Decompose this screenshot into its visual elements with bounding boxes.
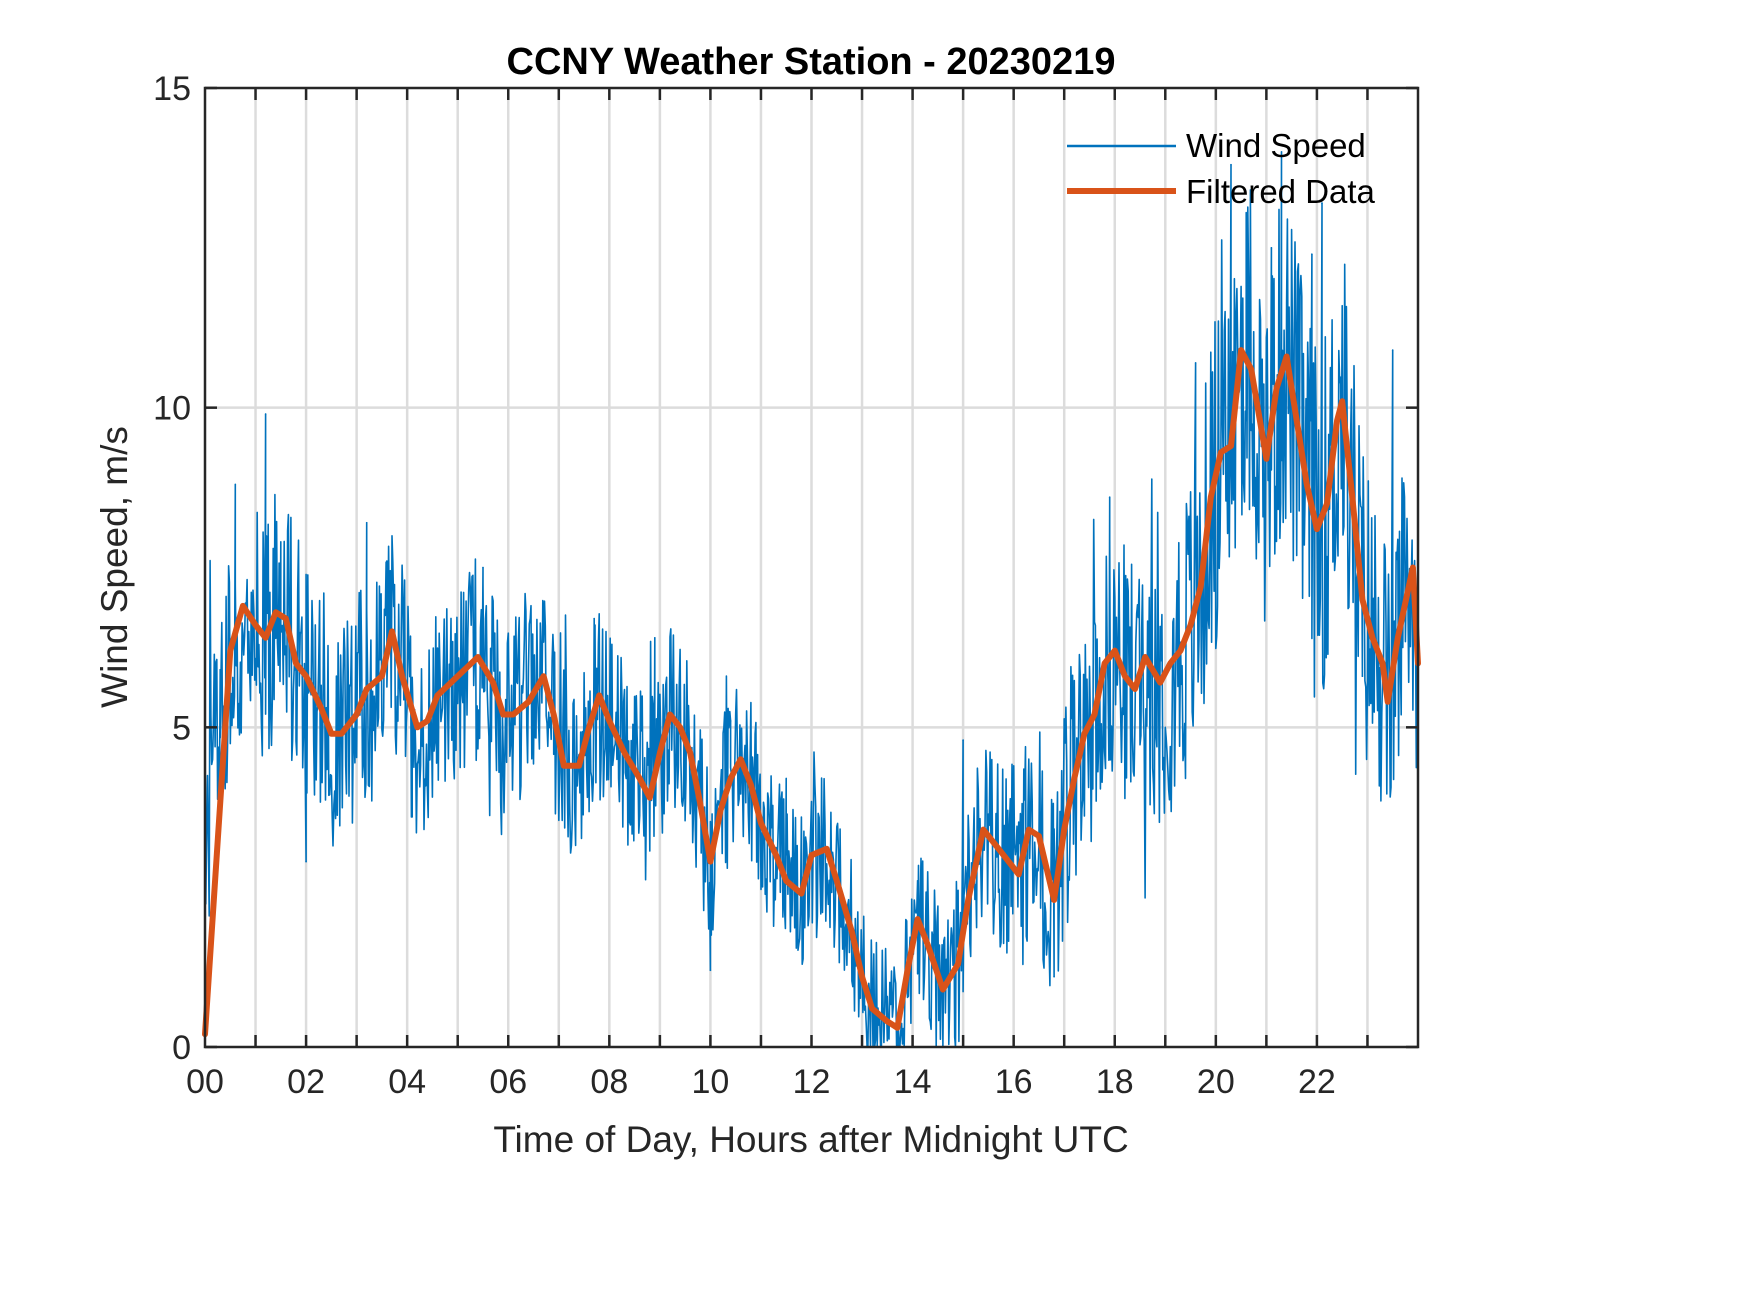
x-tick-label: 18	[1096, 1063, 1134, 1101]
grid-lines	[205, 88, 1418, 1047]
x-tick-label: 06	[489, 1063, 527, 1101]
wind-speed-sample-point	[1194, 362, 1197, 364]
x-tick-label: 16	[995, 1063, 1033, 1101]
y-tick-labels: 0 5 10 15	[153, 70, 191, 1067]
wind-speed-sample-point	[482, 566, 484, 569]
wind-speed-sample-point	[552, 656, 555, 658]
x-tick-label: 14	[894, 1063, 932, 1101]
wind-speed-sample-point	[785, 777, 788, 780]
wind-speed-sample-point	[1230, 163, 1232, 166]
legend-label-wind-speed: Wind Speed	[1186, 127, 1366, 164]
chart-title: CCNY Weather Station - 20230219	[507, 41, 1116, 83]
y-tick-label: 5	[172, 709, 191, 747]
wind-speed-sample-point	[365, 521, 368, 524]
x-tick-label: 00	[186, 1063, 224, 1101]
wind-speed-sample-point	[886, 1039, 889, 1042]
x-tick-label: 08	[590, 1063, 628, 1101]
x-tick-label: 02	[287, 1063, 325, 1101]
wind-speed-sample-point	[729, 720, 732, 722]
tick-marks	[205, 86, 1418, 1049]
wind-speed-sample-point	[1311, 253, 1313, 256]
wind-speed-sample-point	[916, 879, 919, 882]
wind-speed-sample-point	[280, 541, 282, 543]
wind-speed-line	[204, 151, 1419, 1048]
series-wind-speed	[204, 151, 1419, 1048]
series-filtered-data	[202, 347, 1421, 1038]
legend: Wind Speed Filtered Data	[1067, 127, 1376, 210]
x-tick-label: 12	[793, 1063, 831, 1101]
wind-speed-sample-point	[411, 816, 414, 818]
wind-speed-sample-point	[962, 739, 964, 741]
x-tick-label: 10	[692, 1063, 730, 1101]
wind-speed-sample-point	[1245, 419, 1247, 422]
wind-speed-sample-point	[709, 969, 712, 972]
wind-speed-sample-point	[1108, 496, 1111, 498]
x-tick-label: 20	[1197, 1063, 1235, 1101]
x-axis-label: Time of Day, Hours after Midnight UTC	[493, 1119, 1128, 1160]
y-tick-label: 15	[153, 70, 191, 108]
wind-speed-sample-point	[1321, 202, 1323, 204]
wind-speed-sample-point	[654, 637, 656, 639]
x-tick-label: 04	[388, 1063, 426, 1101]
wind-speed-sample-point	[1053, 975, 1055, 978]
wind-speed-sample-point	[386, 560, 388, 562]
wind-speed-sample-point	[1361, 675, 1364, 677]
wind-speed-sample-point	[1391, 349, 1394, 351]
wind-speed-sample-point	[1280, 151, 1283, 153]
plot-area: 00 02 04 06 08 10 12 14 16 18 20 22 0 5 10 15	[153, 70, 1421, 1101]
wind-speed-sample-point	[593, 617, 595, 620]
x-tick-label: 22	[1298, 1063, 1336, 1101]
wind-speed-sample-point	[219, 668, 221, 671]
wind-speed-sample-point	[264, 413, 267, 415]
wind-speed-sample-point	[1270, 247, 1273, 249]
y-tick-label: 10	[153, 390, 191, 428]
wind-speed-sample-point	[305, 860, 307, 863]
wind-speed-sample-point	[234, 483, 237, 486]
y-axis-label: Wind Speed, m/s	[94, 426, 135, 708]
x-tick-labels: 00 02 04 06 08 10 12 14 16 18 20 22	[186, 1063, 1336, 1101]
legend-label-filtered-data: Filtered Data	[1186, 173, 1376, 210]
y-tick-label: 0	[172, 1029, 191, 1067]
